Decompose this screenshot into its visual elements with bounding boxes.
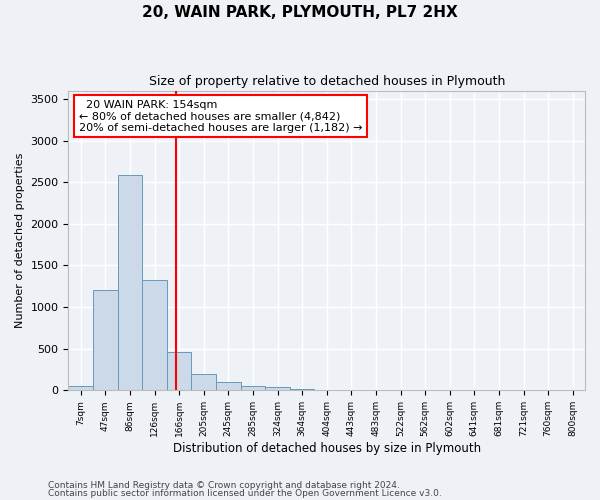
Text: 20, WAIN PARK, PLYMOUTH, PL7 2HX: 20, WAIN PARK, PLYMOUTH, PL7 2HX xyxy=(142,5,458,20)
Bar xyxy=(118,176,142,390)
Bar xyxy=(68,386,93,390)
X-axis label: Distribution of detached houses by size in Plymouth: Distribution of detached houses by size … xyxy=(173,442,481,455)
Bar xyxy=(241,386,265,390)
Bar xyxy=(167,352,191,391)
Bar xyxy=(216,382,241,390)
Y-axis label: Number of detached properties: Number of detached properties xyxy=(15,153,25,328)
Bar xyxy=(265,387,290,390)
Title: Size of property relative to detached houses in Plymouth: Size of property relative to detached ho… xyxy=(149,75,505,88)
Bar xyxy=(290,389,314,390)
Bar xyxy=(142,280,167,390)
Bar xyxy=(191,374,216,390)
Text: Contains public sector information licensed under the Open Government Licence v3: Contains public sector information licen… xyxy=(48,489,442,498)
Text: 20 WAIN PARK: 154sqm  
← 80% of detached houses are smaller (4,842)
20% of semi-: 20 WAIN PARK: 154sqm ← 80% of detached h… xyxy=(79,100,362,132)
Text: Contains HM Land Registry data © Crown copyright and database right 2024.: Contains HM Land Registry data © Crown c… xyxy=(48,480,400,490)
Bar xyxy=(93,290,118,390)
